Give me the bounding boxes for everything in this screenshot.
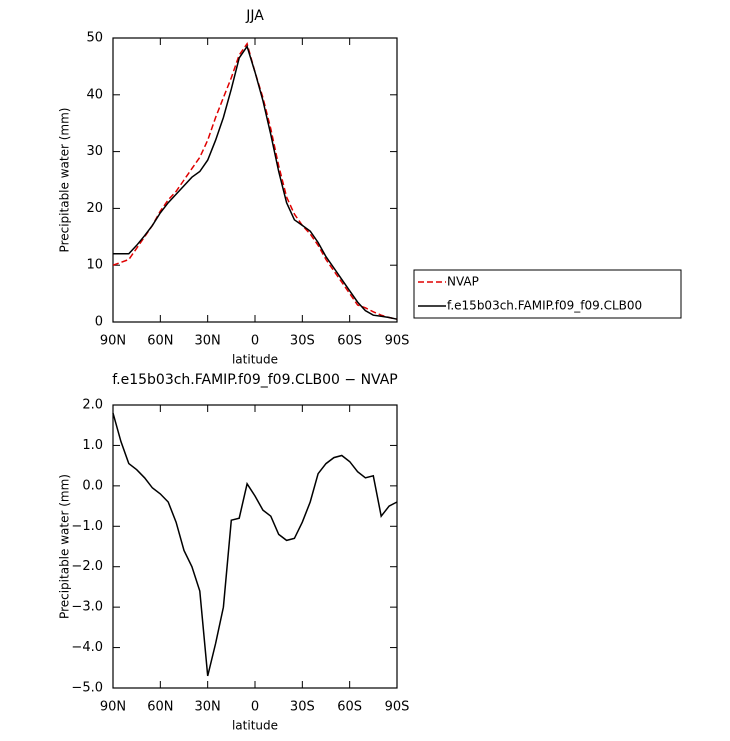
x-tick-label: 60N: [147, 334, 173, 349]
y-tick-label: 1.0: [82, 438, 103, 453]
chart-title: f.e15b03ch.FAMIP.f09_f09.CLB00 − NVAP: [112, 372, 398, 388]
y-tick-label: 50: [86, 31, 103, 46]
series-line: [113, 44, 398, 320]
x-axis-label: latitude: [232, 353, 278, 367]
plot-frame: [112, 37, 398, 323]
x-tick-label: 30S: [290, 700, 315, 715]
series-line: [112, 412, 398, 677]
y-tick-label: −1.0: [71, 519, 103, 534]
y-tick-label: 2.0: [82, 398, 103, 413]
x-tick-label: 60S: [337, 334, 362, 349]
y-tick-label: 0: [95, 315, 103, 330]
chart-title: JJA: [245, 8, 264, 24]
x-tick-label: 60N: [147, 700, 173, 715]
x-tick-label: 30N: [195, 334, 221, 349]
y-tick-label: −2.0: [71, 559, 103, 574]
x-axis-label: latitude: [232, 719, 278, 733]
plot-frame: [112, 404, 398, 689]
x-tick-label: 0: [251, 700, 259, 715]
x-tick-label: 60S: [337, 700, 362, 715]
y-tick-label: 30: [86, 144, 103, 159]
legend-label: f.e15b03ch.FAMIP.f09_f09.CLB00: [447, 299, 642, 313]
x-tick-label: 90S: [385, 700, 410, 715]
y-tick-label: 20: [86, 201, 103, 216]
x-tick-label: 90N: [100, 700, 126, 715]
y-tick-label: 40: [86, 87, 103, 102]
legend-label: NVAP: [447, 275, 479, 289]
legend-box: [413, 269, 682, 319]
x-tick-label: 0: [251, 334, 259, 349]
x-tick-label: 30N: [195, 700, 221, 715]
series-line: [112, 41, 398, 320]
y-axis-label: Precipitable water (mm): [58, 474, 72, 619]
y-tick-label: 10: [86, 258, 103, 273]
y-tick-label: −3.0: [71, 600, 103, 615]
y-axis-label: Precipitable water (mm): [58, 108, 72, 253]
x-tick-label: 90S: [385, 334, 410, 349]
y-tick-label: −4.0: [71, 640, 103, 655]
x-tick-label: 90N: [100, 334, 126, 349]
y-tick-label: −5.0: [71, 681, 103, 696]
x-tick-label: 30S: [290, 334, 315, 349]
y-tick-label: 0.0: [82, 478, 103, 493]
